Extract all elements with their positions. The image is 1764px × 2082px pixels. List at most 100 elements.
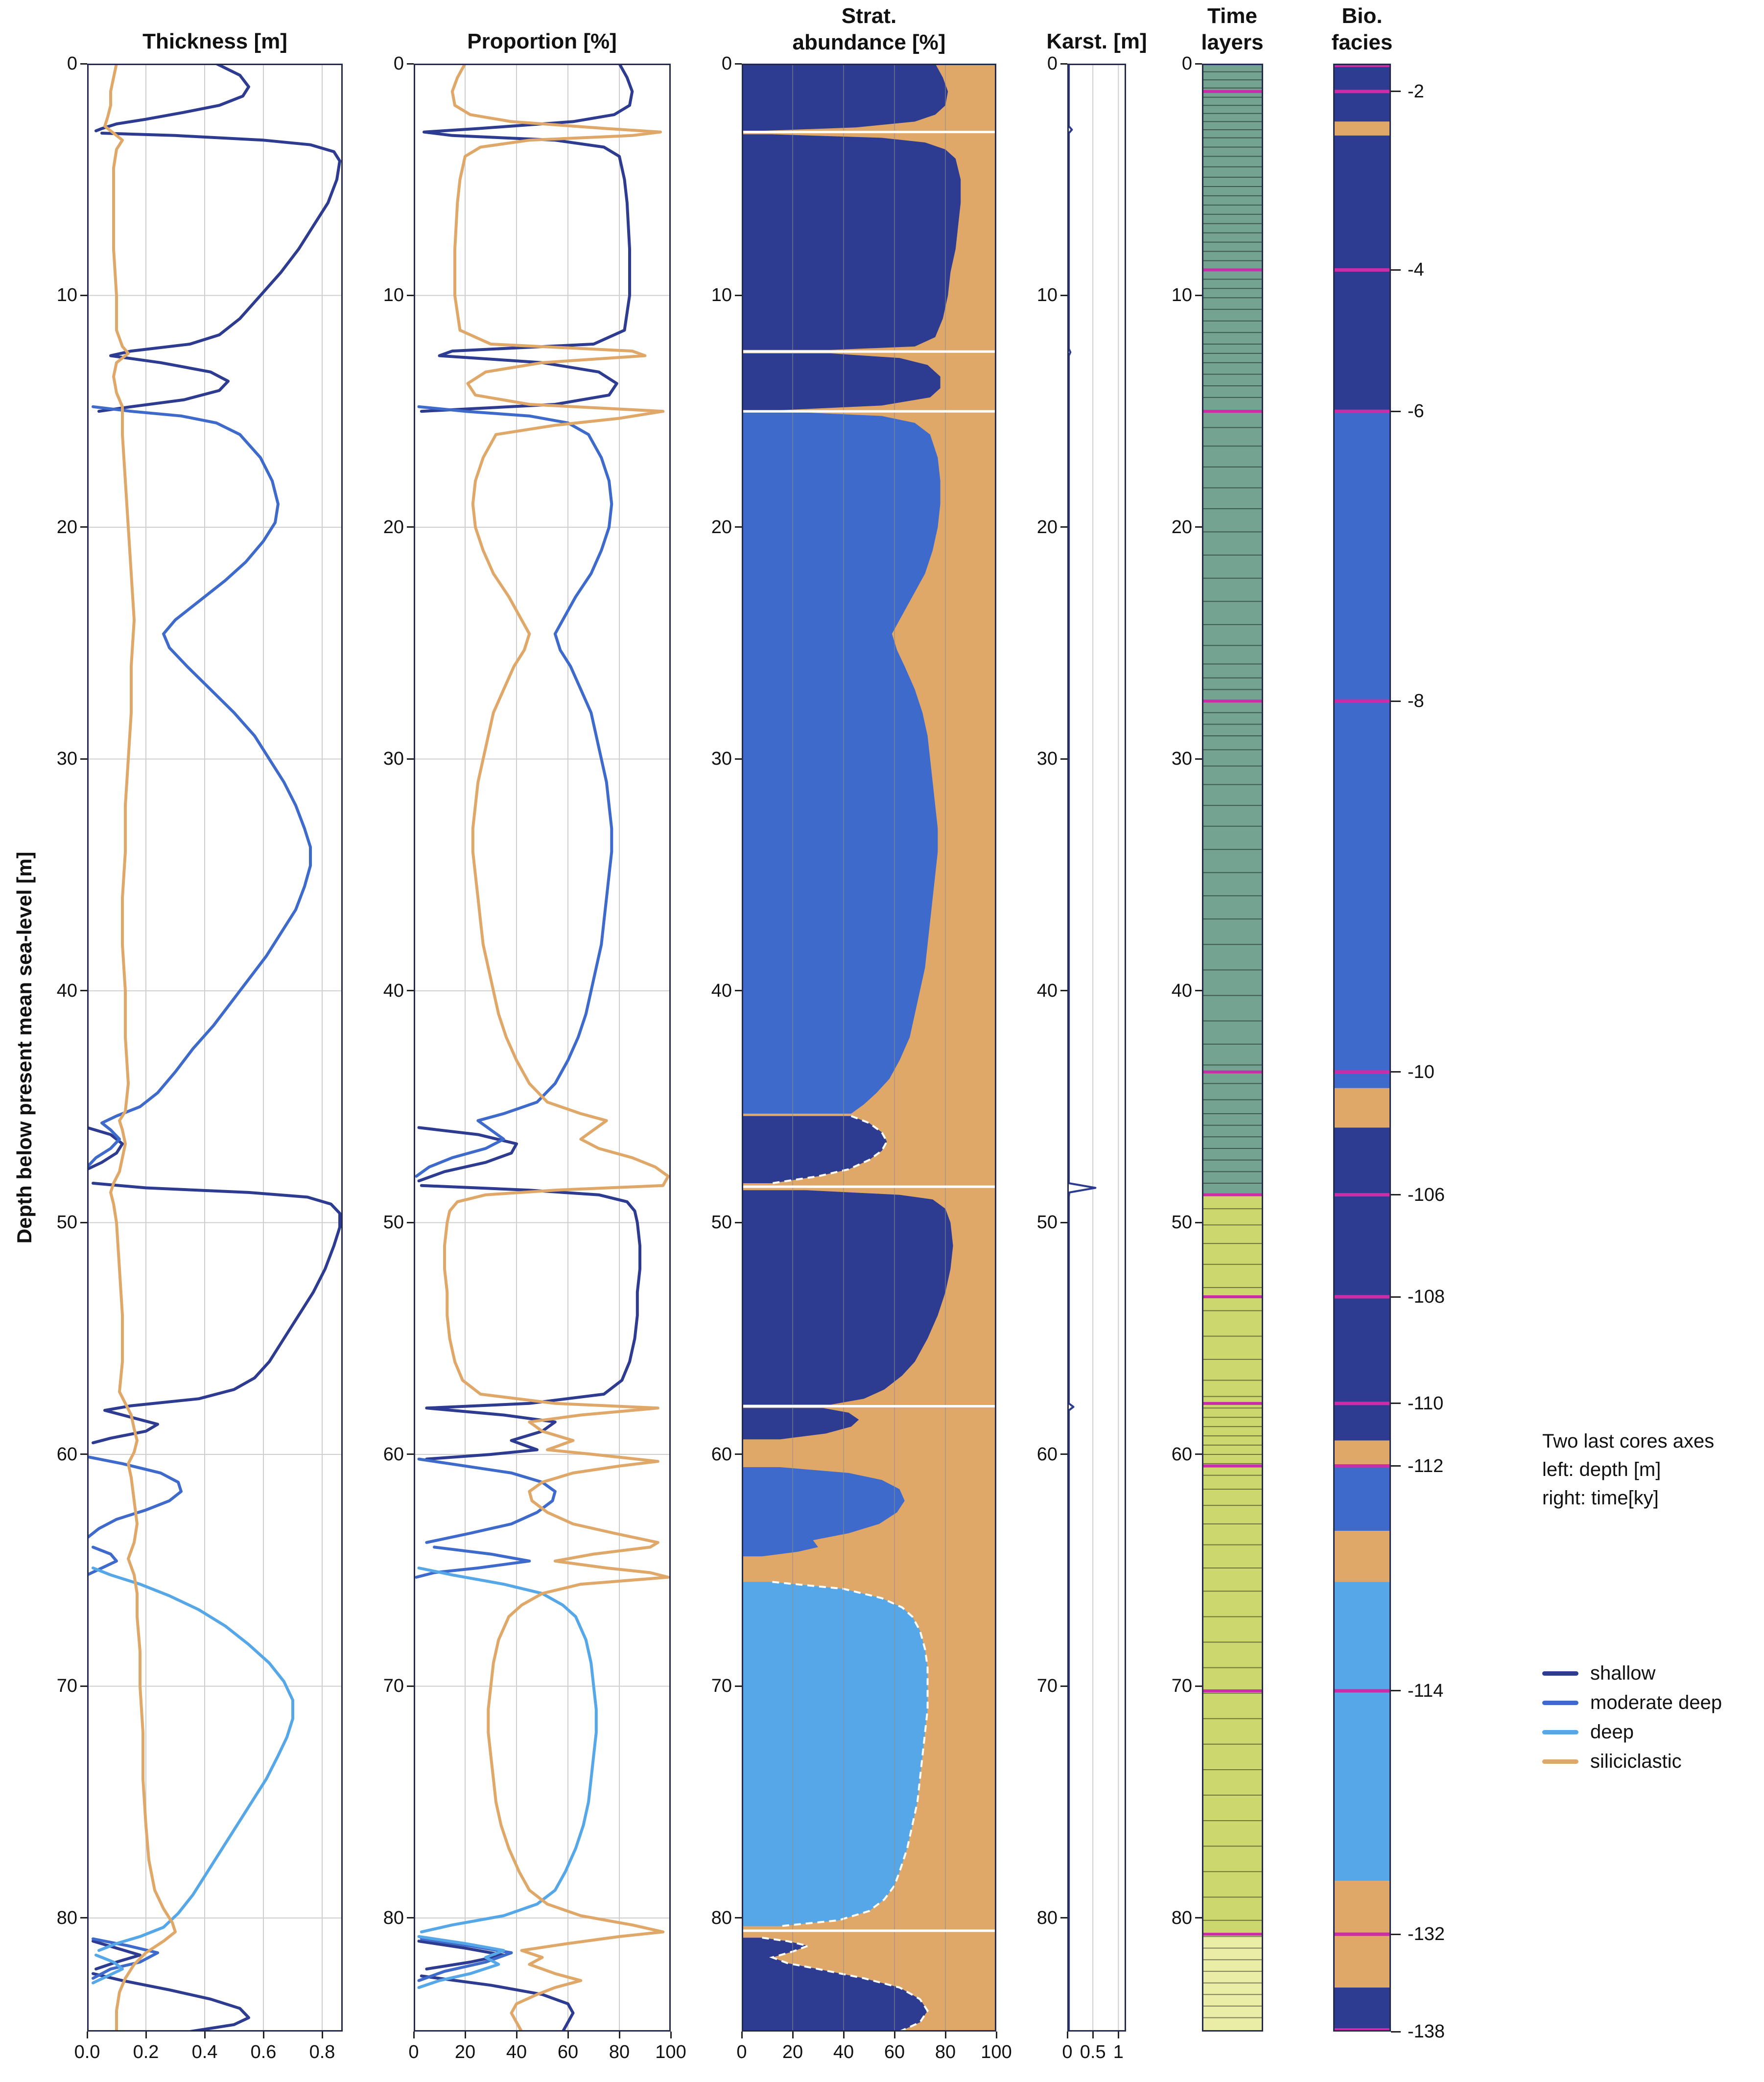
depth-tick [407, 1917, 414, 1919]
proportion-curve-shallow [417, 1126, 518, 1183]
time-axis-tick [1391, 2031, 1401, 2033]
time-axis-label: -108 [1408, 1287, 1445, 1307]
axes-note-line3: right: time[ky] [1542, 1487, 1659, 1509]
depth-tick [407, 63, 414, 65]
legend-label: siliciclastic [1590, 1751, 1682, 1772]
karst-curve-shallow [1068, 64, 1097, 2032]
x-tick [464, 2032, 466, 2038]
x-tick [145, 2032, 147, 2038]
proportion-border [414, 64, 671, 2032]
x-tick [995, 2032, 997, 2038]
proportion-curve-shallow [420, 1184, 641, 1461]
depth-tick [407, 758, 414, 760]
thickness-curve-moderate_deep [92, 1937, 159, 1980]
depth-tick [1060, 1685, 1067, 1687]
thickness-curve-shallow [92, 1182, 341, 1445]
shallow-swatch-icon [1542, 1671, 1578, 1676]
x-tick-label: 60 [884, 2042, 905, 2062]
depth-tick-label: 60 [1171, 1444, 1192, 1465]
depth-tick-label: 30 [1036, 749, 1058, 770]
depth-tick [1060, 1917, 1067, 1919]
strat-fill-shallow [742, 1116, 887, 1183]
siliciclastic-swatch-icon [1542, 1759, 1578, 1764]
depth-axis-title: Depth below present mean sea-level [m] [13, 851, 36, 1244]
depth-tick [1060, 63, 1067, 65]
depth-tick [80, 1685, 87, 1687]
x-tick [670, 2032, 672, 2038]
karst-border [1067, 64, 1126, 2032]
time-axis-label: -112 [1408, 1455, 1444, 1476]
facies-unit-moderate_deep [1333, 411, 1391, 1088]
time-axis-tick [1391, 269, 1401, 271]
x-tick-label: 100 [655, 2042, 686, 2062]
depth-tick [80, 1221, 87, 1223]
depth-tick-label: 20 [1171, 516, 1192, 538]
thickness-curve-deep [92, 1567, 294, 1952]
facies-unit-siliciclastic [1333, 1088, 1391, 1128]
depth-tick [1060, 294, 1067, 296]
facies-unit-moderate_deep [1333, 1466, 1391, 1531]
proportion-curve-deep [417, 1935, 505, 1989]
time-layers-column [1202, 64, 1263, 2032]
time-unit-time_green [1202, 64, 1263, 1195]
time-axis-label: -114 [1408, 1680, 1444, 1701]
time-axis-tick [1391, 700, 1401, 702]
x-tick-label: 1 [1113, 2042, 1124, 2062]
x-tick-label: 0.8 [309, 2042, 335, 2062]
depth-tick [1195, 1917, 1202, 1919]
proportion-curve-moderate_deep [417, 1457, 557, 1544]
depth-tick-label: 50 [383, 1212, 404, 1233]
depth-tick-label: 30 [56, 749, 77, 770]
depth-tick-label: 0 [721, 53, 732, 74]
x-tick [262, 2032, 264, 2038]
depth-tick-label: 80 [1036, 1907, 1058, 1928]
depth-tick-label: 50 [56, 1212, 77, 1233]
depth-tick [735, 294, 742, 296]
x-tick-label: 0.2 [133, 2042, 159, 2062]
proportion-plot [414, 64, 671, 2032]
depth-tick [1195, 1221, 1202, 1223]
depth-tick-label: 50 [711, 1212, 732, 1233]
x-tick-label: 0.0 [74, 2042, 100, 2062]
time-axis-tick [1391, 1933, 1401, 1935]
thickness-curve-moderate_deep [87, 405, 312, 1169]
time-axis-label: -6 [1408, 401, 1424, 422]
proportion-curve-shallow [420, 1974, 575, 2032]
depth-tick-label: 30 [1171, 749, 1192, 770]
depth-tick [1060, 1221, 1067, 1223]
thickness-border [87, 64, 343, 2032]
time-axis-tick [1391, 1296, 1401, 1298]
time-axis-label: -138 [1408, 2021, 1445, 2042]
x-tick [567, 2032, 569, 2038]
depth-tick [735, 526, 742, 528]
x-tick [843, 2032, 845, 2038]
x-tick-label: 20 [454, 2042, 476, 2062]
depth-tick-label: 60 [711, 1444, 732, 1465]
thickness-curve-shallow [94, 64, 250, 133]
strat-fill-shallow [742, 1190, 953, 1405]
depth-tick [1195, 63, 1202, 65]
depth-tick [1195, 758, 1202, 760]
time-axis-label: -2 [1408, 81, 1424, 102]
depth-tick-label: 30 [383, 749, 404, 770]
depth-tick [407, 1685, 414, 1687]
time-title-line1: Time [1207, 4, 1257, 28]
legend-label: shallow [1590, 1662, 1656, 1684]
depth-tick-label: 70 [383, 1676, 404, 1697]
time-unit-time_paleyellow [1202, 1934, 1263, 2032]
karst-plot [1067, 64, 1126, 2032]
depth-tick [735, 758, 742, 760]
legend-row-siliciclastic: siliciclastic [1542, 1747, 1722, 1776]
strat-fill-shallow [742, 64, 948, 131]
bio-title-line1: Bio. [1341, 4, 1383, 28]
depth-tick-label: 40 [383, 980, 404, 1001]
axes-note-line2: left: depth [m] [1542, 1459, 1661, 1480]
strat-fill-deep [742, 1582, 928, 1926]
legend-label: deep [1590, 1721, 1634, 1743]
depth-tick-label: 20 [383, 516, 404, 538]
time-axis-label: -106 [1408, 1184, 1445, 1205]
depth-tick-label: 20 [711, 516, 732, 538]
bio-panel-title: Bio. facies [1332, 3, 1393, 56]
thickness-curve-siliciclastic [103, 64, 177, 2032]
deep-swatch-icon [1542, 1730, 1578, 1734]
